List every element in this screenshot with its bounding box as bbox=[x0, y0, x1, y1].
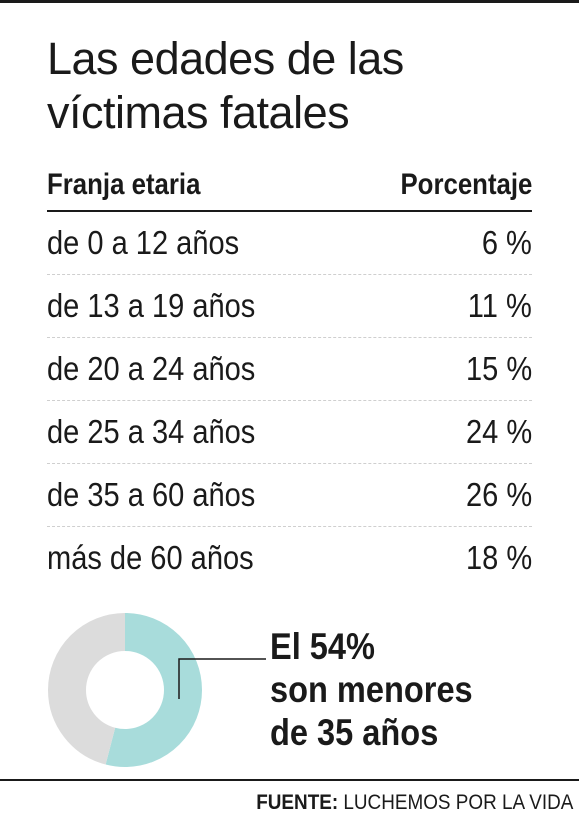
bottom-rule bbox=[0, 779, 579, 781]
source-label: FUENTE: bbox=[255, 791, 338, 814]
row-range: más de 60 años bbox=[47, 539, 254, 576]
title-line-1: Las edades de las bbox=[47, 33, 404, 84]
callout-line-2: son menores bbox=[270, 669, 473, 710]
table-header: Franja etaria Porcentaje bbox=[47, 160, 532, 212]
row-percentage: 11 % bbox=[467, 287, 532, 324]
header-age-range: Franja etaria bbox=[47, 168, 201, 201]
row-percentage: 26 % bbox=[465, 476, 532, 513]
table-row: de 20 a 24 años 15 % bbox=[47, 338, 532, 401]
row-range: de 13 a 19 años bbox=[47, 287, 256, 324]
top-rule bbox=[0, 0, 579, 3]
table-row: de 0 a 12 años 6 % bbox=[47, 212, 532, 275]
header-percentage: Porcentaje bbox=[400, 168, 532, 201]
row-percentage: 6 % bbox=[481, 224, 532, 261]
source-text: LUCHEMOS POR LA VIDA bbox=[342, 791, 573, 814]
callout-text: El 54% son menores de 35 años bbox=[270, 625, 500, 754]
row-percentage: 15 % bbox=[465, 350, 532, 387]
callout-line-3: de 35 años bbox=[270, 712, 439, 753]
donut-chart bbox=[40, 605, 210, 775]
donut-svg bbox=[48, 613, 202, 767]
title-line-2: víctimas fatales bbox=[47, 87, 350, 138]
table-row: de 25 a 34 años 24 % bbox=[47, 401, 532, 464]
row-percentage: 18 % bbox=[465, 539, 532, 576]
callout-leader-line bbox=[178, 658, 266, 699]
row-range: de 20 a 24 años bbox=[47, 350, 256, 387]
row-percentage: 24 % bbox=[465, 413, 532, 450]
donut-slice-rest bbox=[48, 613, 202, 767]
chart-title: Las edades de las víctimas fatales bbox=[47, 32, 547, 140]
row-range: de 0 a 12 años bbox=[47, 224, 240, 261]
table-row: de 13 a 19 años 11 % bbox=[47, 275, 532, 338]
row-range: de 35 a 60 años bbox=[47, 476, 256, 513]
age-table: Franja etaria Porcentaje de 0 a 12 años … bbox=[47, 160, 532, 589]
source-credit: FUENTE: LUCHEMOS POR LA VIDA bbox=[221, 791, 573, 815]
table-row: más de 60 años 18 % bbox=[47, 527, 532, 589]
callout-line-1: El 54% bbox=[270, 626, 375, 667]
table-row: de 35 a 60 años 26 % bbox=[47, 464, 532, 527]
row-range: de 25 a 34 años bbox=[47, 413, 256, 450]
